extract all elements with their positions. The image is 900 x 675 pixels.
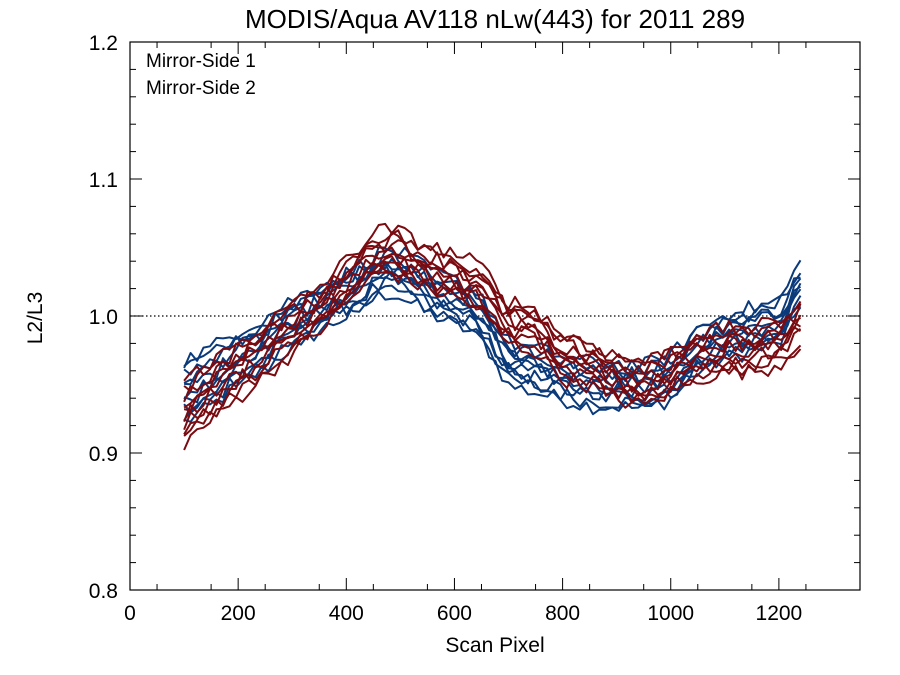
series-line-2 bbox=[183, 222, 802, 382]
x-tick-label: 1200 bbox=[756, 602, 803, 625]
x-tick-label: 0 bbox=[124, 602, 136, 625]
series-line-2 bbox=[183, 264, 802, 435]
series-line-2 bbox=[183, 253, 802, 412]
y-tick-label: 1.1 bbox=[89, 169, 118, 192]
y-axis-label: L2/L3 bbox=[24, 292, 47, 345]
series-2 bbox=[183, 222, 802, 451]
x-tick-label: 200 bbox=[221, 602, 256, 625]
y-tick-label: 1.0 bbox=[89, 306, 118, 329]
series-line-2 bbox=[183, 229, 802, 393]
x-tick-label: 1000 bbox=[647, 602, 694, 625]
series-layer bbox=[130, 222, 860, 451]
legend-entry-mirror-side-1: Mirror-Side 1 bbox=[146, 51, 256, 72]
legend-entry-mirror-side-2: Mirror-Side 2 bbox=[146, 78, 256, 99]
x-tick-label: 800 bbox=[545, 602, 580, 625]
plot-frame bbox=[129, 41, 861, 591]
chart-title: MODIS/Aqua AV118 nLw(443) for 2011 289 bbox=[245, 4, 745, 34]
tick-layer: 0 200 400 600 800 1000 1200 0.8 0.9 1.0 1.1 1.2 bbox=[89, 32, 860, 625]
y-tick-label: 0.8 bbox=[89, 580, 118, 603]
series-line-1 bbox=[183, 246, 802, 373]
x-tick-label: 400 bbox=[329, 602, 364, 625]
series-line-2 bbox=[183, 270, 802, 451]
y-tick-label: 0.9 bbox=[89, 443, 118, 466]
x-tick-label: 600 bbox=[437, 602, 472, 625]
y-tick-label: 1.2 bbox=[89, 32, 118, 55]
series-line-1 bbox=[183, 270, 802, 404]
series-line-2 bbox=[183, 261, 802, 437]
series-line-2 bbox=[183, 231, 802, 403]
series-line-1 bbox=[183, 284, 802, 422]
x-axis-label: Scan Pixel bbox=[445, 634, 544, 657]
